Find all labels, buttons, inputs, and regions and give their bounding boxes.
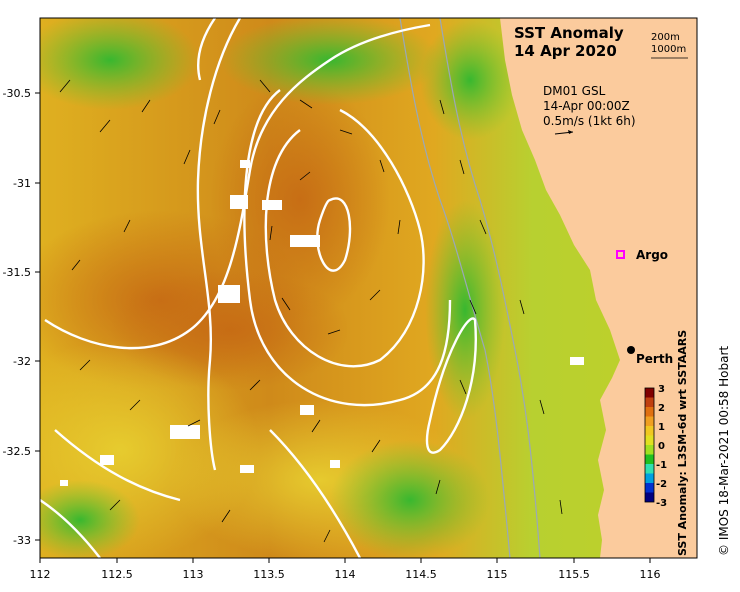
depth-legend-200m: 200m [651,32,680,43]
argo-float-marker [616,250,625,259]
y-axis: -30.5 -31 -31.5 -32 -32.5 -33 [3,87,40,547]
depth-legend-1000m: 1000m [651,44,686,55]
x-tick-label: 113.5 [253,568,285,581]
plot-frame [39,17,698,559]
y-tick-label: -30.5 [3,87,31,100]
perth-marker [627,346,635,354]
current-vectors [59,79,563,543]
x-tick-label: 115 [487,568,508,581]
x-tick-label: 114 [335,568,356,581]
colorbar-tick-label: -2 [656,479,667,490]
y-tick-label: -33 [13,534,31,547]
y-tick-label: -31.5 [3,266,31,279]
bathymetry-200m [439,18,541,558]
bathymetry-1000m [399,18,511,558]
map-date: 14 Apr 2020 [514,42,617,60]
current-scale-label: 0.5m/s (1kt 6h) [543,114,636,128]
current-scale-arrow [554,130,574,135]
ssh-contours [40,18,477,558]
cool-anomaly-region [330,440,490,558]
colorbar-tick-label: -3 [656,498,667,509]
x-tick-label: 114.5 [405,568,437,581]
map-plot-area [40,18,697,558]
colorbar-tick-label: 2 [658,403,665,414]
x-axis: 112 112.5 113 113.5 114 114.5 115 115.5 … [30,558,661,581]
x-tick-label: 115.5 [558,568,590,581]
cool-anomaly-region [220,18,440,105]
colorbar-title: SST Anomaly: L3SM-6d wrt SSTAARS [676,330,689,556]
y-tick-label: -31 [13,177,31,190]
cool-anomaly-region [40,18,200,110]
colorbar-tick-label: 1 [658,422,665,433]
map-title: SST Anomaly [514,24,624,42]
cool-anomaly-region [425,200,505,420]
x-tick-label: 112.5 [101,568,133,581]
cool-anomaly-region [40,480,140,558]
x-tick-label: 112 [30,568,51,581]
colorbar-tick-label: -1 [656,460,667,471]
colorbar-tick-label: 0 [658,441,665,452]
x-tick-label: 116 [640,568,661,581]
current-model-label: DM01 GSL [543,84,606,98]
current-time-label: 14-Apr 00:00Z [543,99,630,113]
colorbar: 3 2 1 0 -1 -2 -3 [644,384,667,509]
x-tick-label: 113 [183,568,204,581]
y-tick-label: -32.5 [3,445,31,458]
perth-label: Perth [636,352,673,366]
credit-text: © IMOS 18-Mar-2021 00:58 Hobart [717,346,731,556]
y-tick-label: -32 [13,355,31,368]
colorbar-tick-label: 3 [658,384,665,395]
argo-label: Argo [636,248,668,262]
